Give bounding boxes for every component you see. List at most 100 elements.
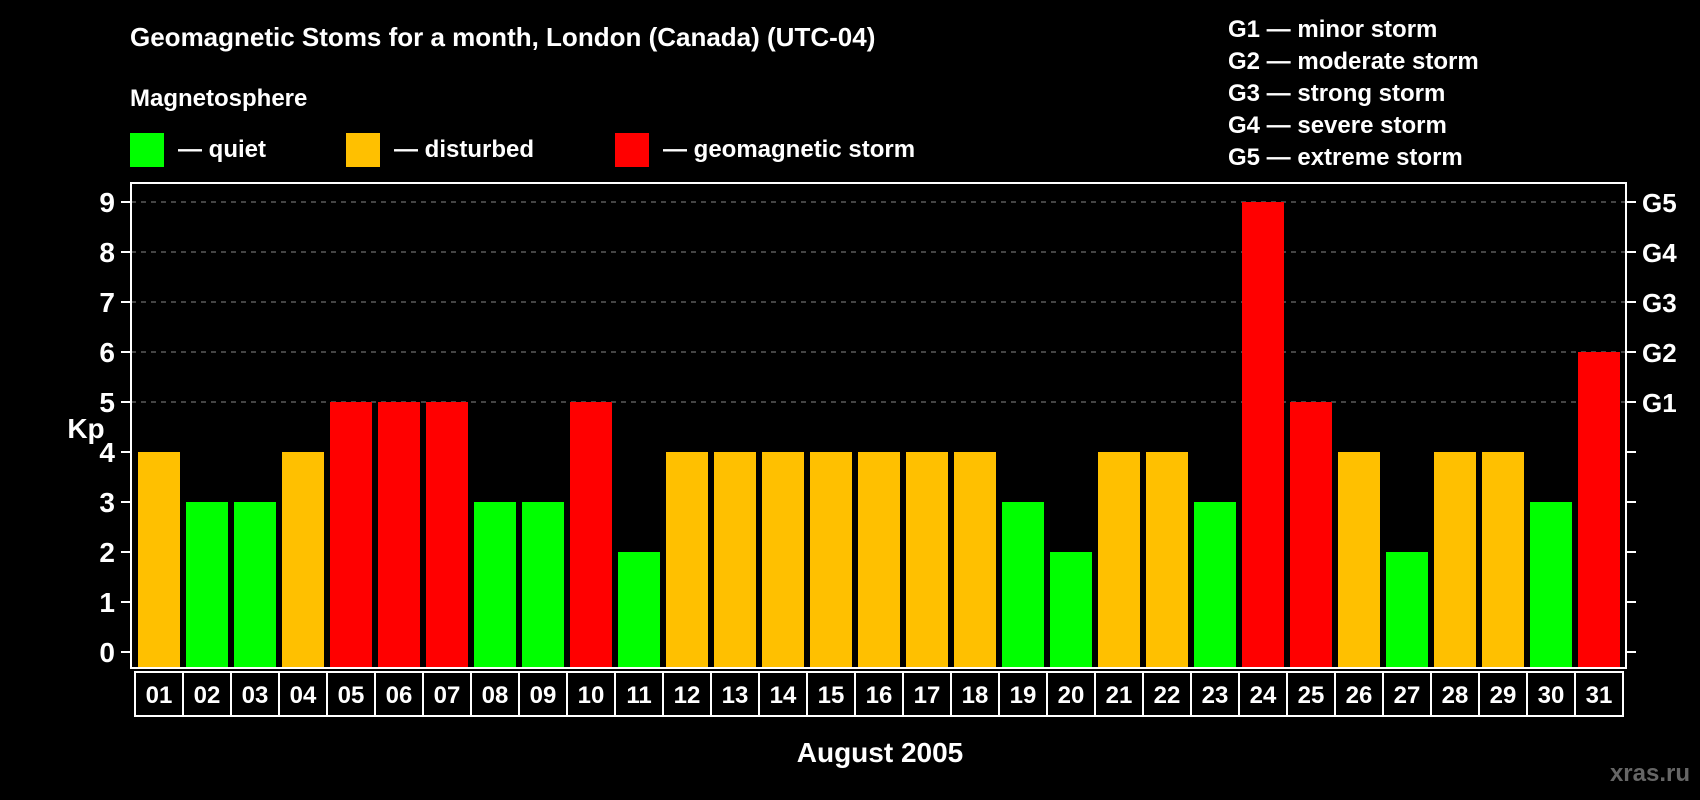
x-tick-label: 22 bbox=[1154, 682, 1181, 709]
bar-day-29 bbox=[1482, 452, 1524, 668]
bar-day-08 bbox=[474, 502, 516, 668]
y-axis-label: Kp bbox=[67, 413, 104, 444]
x-tick-label: 13 bbox=[722, 682, 749, 709]
bar-day-26 bbox=[1338, 452, 1380, 668]
date-cell bbox=[1574, 671, 1624, 717]
x-tick-label: 15 bbox=[818, 682, 845, 709]
legend-label: — disturbed bbox=[394, 136, 535, 163]
bar-day-11 bbox=[618, 552, 660, 668]
bar-day-10 bbox=[570, 402, 612, 668]
x-tick-label: 11 bbox=[626, 682, 651, 709]
x-tick-label: 01 bbox=[146, 682, 173, 709]
y-tick-label: 0 bbox=[99, 637, 115, 668]
x-tick-label: 23 bbox=[1202, 682, 1229, 709]
x-tick-label: 08 bbox=[482, 682, 509, 709]
legend-quiet: — quiet bbox=[130, 133, 266, 167]
bar-day-23 bbox=[1194, 502, 1236, 668]
legend-label: — geomagnetic storm bbox=[663, 136, 916, 163]
g-tick-label: G5 bbox=[1642, 188, 1677, 218]
bar-day-31 bbox=[1578, 352, 1620, 668]
legend-storm: — geomagnetic storm bbox=[615, 133, 915, 167]
x-tick-label: 18 bbox=[962, 682, 989, 709]
x-tick-label: 26 bbox=[1346, 682, 1373, 709]
y-tick-label: 3 bbox=[99, 487, 115, 518]
g-tick-label: G1 bbox=[1642, 388, 1677, 418]
x-tick-label: 07 bbox=[434, 682, 461, 709]
bar-day-06 bbox=[378, 402, 420, 668]
g-scale-item: G1 — minor storm bbox=[1228, 16, 1438, 43]
bar-day-03 bbox=[234, 502, 276, 668]
x-tick-label: 28 bbox=[1442, 682, 1469, 709]
bar-day-27 bbox=[1386, 552, 1428, 668]
x-tick-label: 17 bbox=[914, 682, 941, 709]
bar-day-19 bbox=[1002, 502, 1044, 668]
bar-day-22 bbox=[1146, 452, 1188, 668]
bar-day-17 bbox=[906, 452, 948, 668]
x-tick-label: 04 bbox=[290, 682, 317, 709]
bar-day-25 bbox=[1290, 402, 1332, 668]
x-tick-label: 31 bbox=[1586, 682, 1613, 709]
g-scale-item: G5 — extreme storm bbox=[1228, 144, 1463, 171]
x-tick-label: 12 bbox=[674, 682, 701, 709]
legend-swatch-disturbed bbox=[346, 133, 380, 167]
y-tick-label: 9 bbox=[99, 187, 115, 218]
bar-day-28 bbox=[1434, 452, 1476, 668]
legend-disturbed: — disturbed bbox=[346, 133, 534, 167]
bar-day-16 bbox=[858, 452, 900, 668]
g-scale-item: G3 — strong storm bbox=[1228, 80, 1446, 107]
legend-swatch-storm bbox=[615, 133, 649, 167]
x-tick-label: 24 bbox=[1250, 682, 1277, 709]
x-tick-label: 30 bbox=[1538, 682, 1565, 709]
x-tick-label: 27 bbox=[1394, 682, 1421, 709]
y-tick-label: 6 bbox=[99, 337, 115, 368]
bar-day-01 bbox=[138, 452, 180, 668]
legend-label: — quiet bbox=[178, 136, 266, 163]
x-axis-label: August 2005 bbox=[796, 737, 964, 768]
x-tick-label: 20 bbox=[1058, 682, 1085, 709]
y-tick-label: 7 bbox=[99, 287, 115, 318]
bar-day-04 bbox=[282, 452, 324, 668]
y-tick-label: 2 bbox=[99, 537, 115, 568]
watermark: xras.ru bbox=[1609, 760, 1690, 787]
x-tick-label: 25 bbox=[1298, 682, 1325, 709]
bar-day-20 bbox=[1050, 552, 1092, 668]
bar-day-07 bbox=[426, 402, 468, 668]
x-tick-label: 06 bbox=[386, 682, 413, 709]
y-tick-label: 4 bbox=[99, 437, 115, 468]
legend-swatch-quiet bbox=[130, 133, 164, 167]
x-tick-label: 29 bbox=[1490, 682, 1517, 709]
y-tick-label: 1 bbox=[99, 587, 115, 618]
g-tick-label: G2 bbox=[1642, 338, 1677, 368]
x-tick-label: 05 bbox=[338, 682, 365, 709]
chart-title: Geomagnetic Stoms for a month, London (C… bbox=[130, 22, 876, 52]
x-tick-label: 14 bbox=[770, 682, 797, 709]
g-scale-item: G4 — severe storm bbox=[1228, 112, 1447, 139]
g-tick-label: G4 bbox=[1642, 238, 1677, 268]
bar-day-24 bbox=[1242, 202, 1284, 668]
bar-day-18 bbox=[954, 452, 996, 668]
y-tick-label: 8 bbox=[99, 237, 115, 268]
bar-day-14 bbox=[762, 452, 804, 668]
bar-day-09 bbox=[522, 502, 564, 668]
x-tick-label: 19 bbox=[1010, 682, 1037, 709]
x-tick-label: 02 bbox=[194, 682, 221, 709]
g-scale-item: G2 — moderate storm bbox=[1228, 48, 1479, 75]
bar-day-02 bbox=[186, 502, 228, 668]
bar-day-15 bbox=[810, 452, 852, 668]
x-tick-label: 21 bbox=[1106, 682, 1133, 709]
y-tick-label: 5 bbox=[99, 387, 115, 418]
bar-day-30 bbox=[1530, 502, 1572, 668]
g-tick-label: G3 bbox=[1642, 288, 1677, 318]
bar-day-05 bbox=[330, 402, 372, 668]
x-tick-label: 16 bbox=[866, 682, 893, 709]
bar-day-13 bbox=[714, 452, 756, 668]
x-tick-label: 10 bbox=[578, 682, 605, 709]
legend-title: Magnetosphere bbox=[130, 85, 308, 112]
plot-frame bbox=[130, 182, 1627, 669]
bar-day-12 bbox=[666, 452, 708, 668]
g-scale-legend: G1 — minor storm G2 — moderate storm G3 … bbox=[1228, 14, 1479, 174]
bar-day-21 bbox=[1098, 452, 1140, 668]
x-tick-label: 09 bbox=[530, 682, 557, 709]
x-tick-label: 03 bbox=[242, 682, 269, 709]
